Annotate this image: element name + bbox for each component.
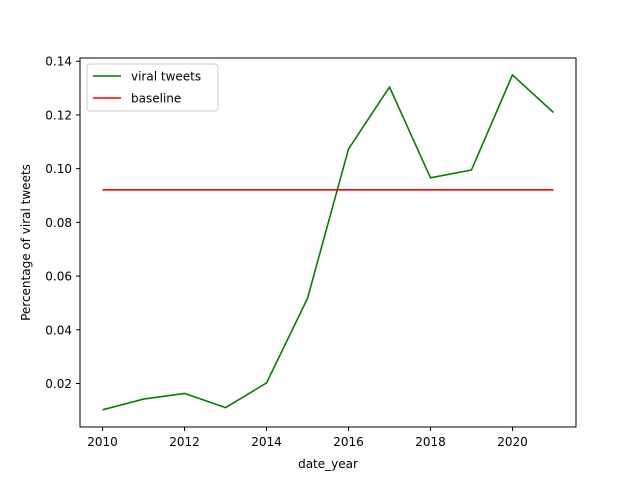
x-axis-label: date_year (298, 457, 358, 471)
y-tick-label: 0.02 (45, 377, 72, 391)
y-axis: 0.02 0.04 0.06 0.08 0.10 0.12 0.14 (45, 55, 80, 391)
plot-frame (79, 57, 577, 428)
x-tick-label: 2012 (169, 435, 200, 449)
y-axis-label: Percentage of viral tweets (19, 164, 33, 321)
x-tick-label: 2018 (415, 435, 446, 449)
x-tick-label: 2016 (333, 435, 364, 449)
legend: viral tweets baseline (86, 63, 219, 112)
x-tick-label: 2020 (497, 435, 528, 449)
y-tick-label: 0.08 (45, 216, 72, 230)
y-tick-label: 0.12 (45, 108, 72, 122)
x-tick-label: 2014 (251, 435, 282, 449)
legend-label: baseline (131, 92, 181, 106)
series-layer (102, 74, 554, 411)
y-tick-label: 0.06 (45, 270, 72, 284)
x-tick-label: 2010 (87, 435, 118, 449)
y-tick-label: 0.10 (45, 162, 72, 176)
y-tick-label: 0.14 (45, 55, 72, 69)
series-line-viral-tweets (102, 74, 554, 411)
x-axis: 2010 2012 2014 2016 2018 2020 (87, 427, 528, 449)
y-tick-label: 0.04 (45, 323, 72, 337)
legend-label: viral tweets (131, 70, 201, 84)
